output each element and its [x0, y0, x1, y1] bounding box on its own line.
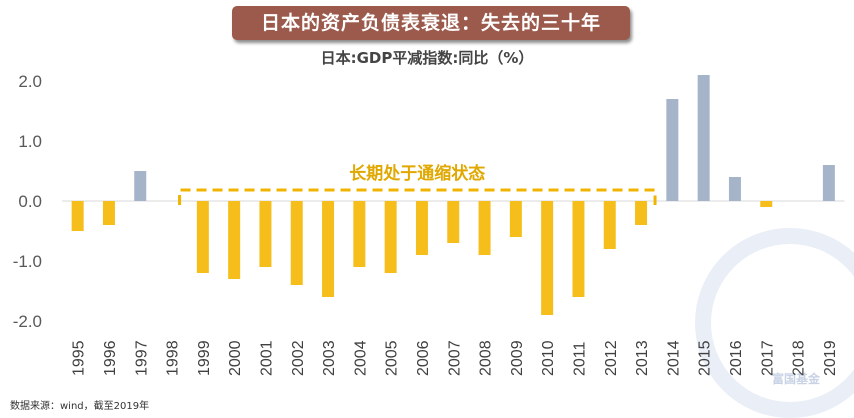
chart-subtitle: 日本:GDP平减指数:同比（%） [320, 49, 534, 67]
x-tick-label: 2006 [415, 340, 432, 376]
bar-2015 [697, 75, 710, 201]
x-tick-label: 2015 [697, 340, 714, 376]
bar-2009 [509, 201, 522, 237]
bar-2005 [384, 201, 397, 273]
x-tick-label: 2000 [227, 340, 244, 376]
x-tick-label: 2016 [728, 340, 745, 376]
x-tick-label: 1999 [196, 340, 213, 376]
x-tick-label: 2004 [352, 340, 369, 376]
bar-2007 [447, 201, 460, 243]
x-tick-label: 1998 [165, 340, 182, 376]
chart-title: 日本的资产负债表衰退：失去的三十年 [232, 6, 630, 40]
x-tick-label: 2014 [665, 340, 682, 376]
x-tick-label: 2011 [571, 341, 588, 376]
x-tick-label: 1996 [102, 340, 119, 376]
bar-2011 [572, 201, 585, 297]
bar-2016 [728, 177, 741, 201]
bar-1997 [134, 171, 147, 201]
x-tick-label: 2013 [634, 340, 651, 376]
bar-2014 [666, 99, 679, 201]
y-tick-label: 2.0 [18, 72, 42, 91]
bar-2008 [478, 201, 491, 255]
x-tick-label: 2018 [791, 340, 808, 376]
bar-2003 [322, 201, 335, 297]
x-tick-label: 1995 [71, 340, 88, 376]
bar-2017 [760, 201, 773, 207]
bar-2001 [259, 201, 272, 267]
y-tick-label: -2.0 [13, 312, 42, 331]
bar-2000 [228, 201, 241, 279]
bar-2010 [541, 201, 554, 315]
x-tick-label: 2008 [478, 340, 495, 376]
y-tick-label: 1.0 [18, 132, 42, 151]
x-tick-label: 2017 [759, 340, 776, 376]
annotation-label: 长期处于通缩状态 [349, 163, 485, 184]
bar-2012 [603, 201, 616, 249]
bar-1995 [71, 201, 84, 231]
bar-2006 [415, 201, 428, 255]
bar-2004 [353, 201, 366, 267]
x-tick-label: 2002 [290, 340, 307, 376]
x-tick-label: 2001 [258, 340, 275, 376]
x-tick-label: 2010 [540, 340, 557, 376]
x-tick-label: 2003 [321, 340, 338, 376]
x-tick-label: 2012 [603, 340, 620, 376]
x-tick-label: 2019 [822, 340, 839, 376]
x-tick-label: 1997 [133, 340, 150, 376]
bar-1996 [102, 201, 115, 225]
x-tick-label: 2005 [384, 340, 401, 376]
bar-2013 [635, 201, 648, 225]
x-tick-label: 2009 [509, 340, 526, 376]
watermark-text: 富国基金 [772, 372, 821, 386]
y-tick-label: -1.0 [13, 252, 42, 271]
bar-2002 [290, 201, 303, 285]
bar-2019 [822, 165, 835, 201]
deflation-bracket [178, 188, 657, 205]
source-note: 数据来源：wind，截至2019年 [10, 401, 150, 412]
y-tick-label: 0.0 [18, 192, 42, 211]
x-tick-label: 2007 [446, 340, 463, 376]
bar-1999 [196, 201, 209, 273]
